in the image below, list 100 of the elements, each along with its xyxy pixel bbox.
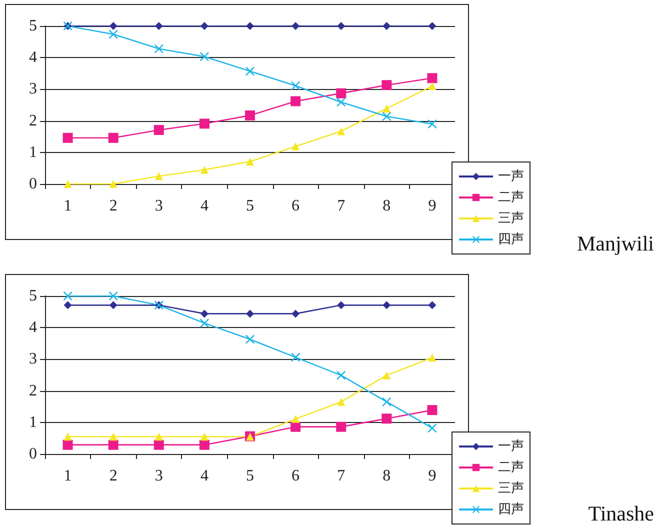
point [337, 398, 346, 406]
point [382, 104, 391, 112]
x-tick-label: 8 [382, 468, 391, 484]
point [382, 80, 392, 90]
point [382, 397, 392, 406]
point [200, 318, 209, 328]
point [246, 22, 254, 30]
point [382, 301, 391, 310]
y-tick-label: 4 [29, 319, 37, 336]
y-tick-label: 0 [29, 446, 37, 462]
point [154, 124, 164, 135]
x-tick-label: 5 [246, 468, 254, 484]
point [64, 432, 72, 441]
point [428, 424, 437, 433]
legend-label: 二声 [498, 190, 524, 205]
point [427, 73, 438, 84]
point [428, 82, 436, 90]
point [63, 292, 72, 300]
point [109, 22, 118, 30]
y-tick-label: 0 [29, 176, 37, 192]
point [246, 310, 254, 318]
x-tick-label: 8 [382, 198, 391, 214]
point [337, 301, 346, 310]
text: Tinashe [588, 502, 654, 526]
point [200, 166, 208, 174]
point [428, 354, 436, 362]
y-tick-label: 1 [29, 144, 37, 161]
point [382, 371, 391, 380]
y-tick-label: 4 [29, 49, 37, 66]
point [108, 132, 118, 143]
point [290, 96, 301, 106]
point [108, 292, 118, 300]
x-tick-label: 3 [154, 468, 163, 484]
point [382, 414, 392, 424]
legend-label: 一声 [498, 439, 524, 454]
x-tick-label: 7 [337, 468, 346, 484]
point [382, 112, 392, 121]
legend-label: 三声 [498, 211, 524, 226]
point [336, 98, 346, 107]
y-tick-label: 1 [29, 414, 37, 431]
y-tick-label: 2 [29, 112, 37, 130]
point [292, 310, 300, 318]
point [199, 440, 210, 450]
point [62, 440, 73, 450]
point [336, 422, 346, 432]
point [108, 440, 118, 450]
y-tick-label: 3 [29, 350, 37, 368]
x-tick-label: 4 [200, 468, 208, 484]
point [200, 22, 208, 30]
x-tick-label: 6 [292, 198, 300, 214]
point [200, 52, 209, 62]
point [200, 432, 208, 441]
point [200, 310, 208, 318]
x-tick-label: 1 [64, 198, 72, 214]
point [291, 352, 300, 362]
point [245, 110, 255, 120]
x-tick-label: 3 [154, 198, 163, 214]
point [246, 334, 254, 344]
point [109, 180, 118, 188]
y-tick-label: 5 [29, 18, 37, 34]
point [336, 88, 346, 98]
legend-label: 三声 [498, 481, 524, 496]
point [64, 301, 72, 310]
x-tick-label: 6 [292, 468, 300, 484]
point [109, 432, 118, 441]
text: Manjwili [577, 232, 654, 256]
point [154, 440, 164, 450]
point [428, 22, 436, 30]
y-tick-label: 2 [29, 382, 37, 400]
point [154, 22, 163, 30]
x-tick-label: 9 [428, 198, 436, 214]
point [64, 180, 72, 188]
point [109, 301, 118, 310]
x-tick-label: 1 [64, 468, 72, 484]
point [246, 158, 254, 166]
point [292, 414, 300, 423]
y-tick-label: 3 [29, 80, 37, 98]
x-tick-label: 5 [246, 198, 254, 214]
x-tick-label: 9 [428, 468, 436, 484]
legend-label: 四声 [498, 502, 524, 517]
x-tick-label: 7 [337, 198, 346, 214]
point [292, 22, 300, 30]
point [108, 30, 118, 39]
point [336, 370, 346, 380]
legend-label: 一声 [498, 169, 524, 184]
point [62, 132, 73, 143]
point [428, 301, 436, 310]
point [154, 432, 163, 441]
legend-label: 二声 [498, 460, 524, 475]
point [382, 22, 391, 30]
point [428, 119, 437, 128]
legend-label: 四声 [498, 232, 524, 247]
point [291, 81, 300, 90]
point [154, 44, 164, 54]
x-tick-label: 4 [200, 198, 208, 214]
point [246, 66, 254, 76]
point [427, 405, 438, 416]
point [290, 422, 301, 432]
x-tick-label: 2 [109, 198, 118, 214]
point [292, 142, 300, 150]
